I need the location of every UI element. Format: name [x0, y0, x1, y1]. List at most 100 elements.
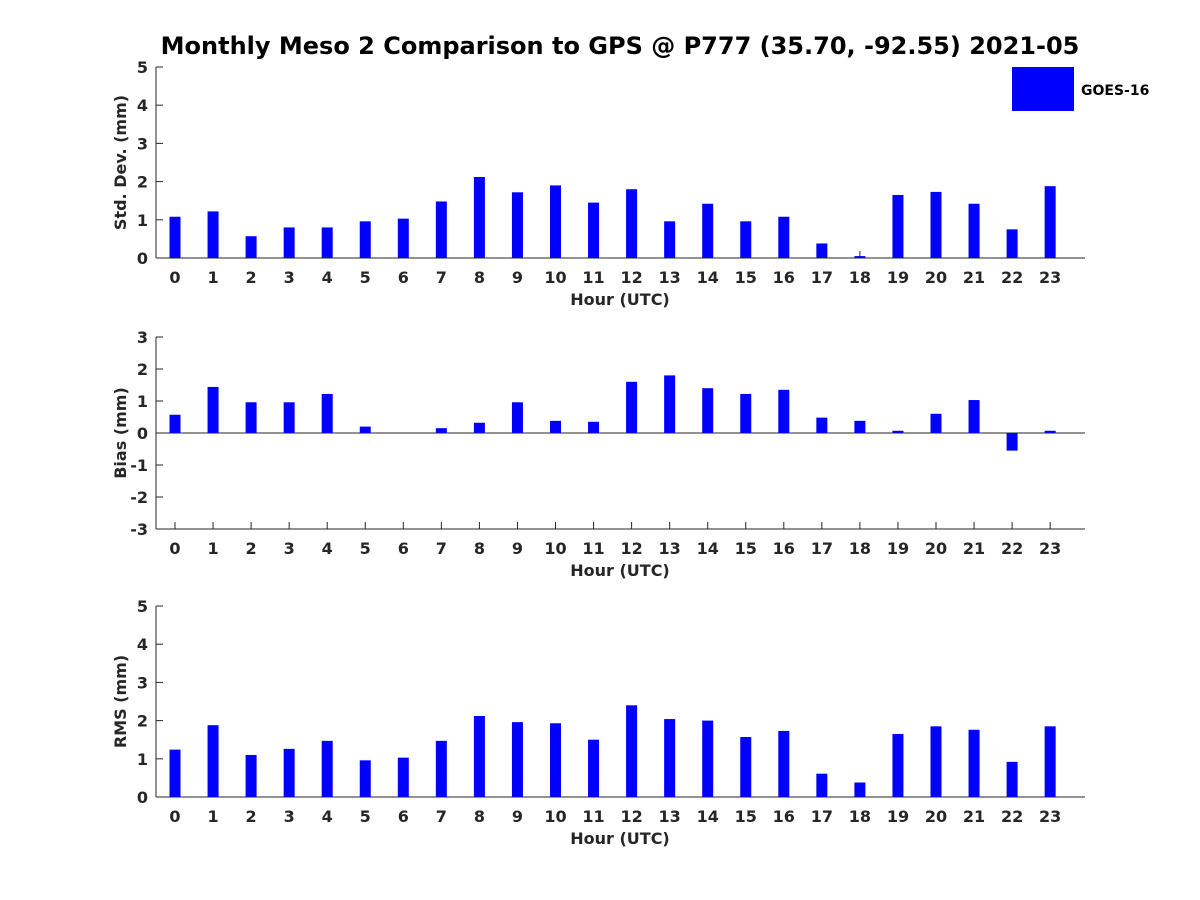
rms-x-tick-label: 9: [512, 807, 523, 826]
std-dev-x-tick-label: 19: [887, 268, 909, 287]
bias-bar-hour-20: [930, 413, 942, 433]
bias-x-tick-label: 19: [887, 539, 909, 558]
std-dev-x-tick-label: 10: [544, 268, 566, 287]
std-dev-bar-hour-6: [397, 218, 409, 258]
bias-bar-hour-12: [626, 381, 638, 433]
std-dev-x-tick-label: 23: [1039, 268, 1061, 287]
std-dev-x-tick-label: 7: [436, 268, 447, 287]
bias-x-tick-label: 2: [246, 539, 257, 558]
figure-title: Monthly Meso 2 Comparison to GPS @ P777 …: [161, 32, 1080, 60]
std-dev-bar-hour-5: [359, 221, 371, 258]
bias-bar-hour-8: [473, 422, 485, 433]
std-dev-x-tick-label: 17: [811, 268, 833, 287]
std-dev-bar-hour-7: [435, 201, 447, 258]
std-dev-y-tick-label: 4: [137, 96, 148, 115]
std-dev-x-tick-label: 5: [360, 268, 371, 287]
std-dev-bar-hour-15: [740, 221, 752, 258]
std-dev-y-axis-label: Std. Dev. (mm): [111, 95, 130, 230]
bias-x-tick-label: 9: [512, 539, 523, 558]
bias-x-tick-label: 18: [849, 539, 871, 558]
rms-x-tick-label: 22: [1001, 807, 1023, 826]
bias-x-tick-label: 0: [169, 539, 180, 558]
bias-y-tick-label: 0: [137, 424, 148, 443]
rms-x-tick-label: 17: [811, 807, 833, 826]
rms-bar-hour-4: [321, 740, 333, 797]
bias-x-tick-label: 8: [474, 539, 485, 558]
rms-bar-hour-11: [588, 739, 600, 797]
rms-x-tick-label: 18: [849, 807, 871, 826]
std-dev-bar-hour-14: [702, 203, 714, 258]
bias-x-tick-label: 22: [1001, 539, 1023, 558]
bias-x-tick-label: 3: [284, 539, 295, 558]
std-dev-bar-hour-23: [1044, 186, 1056, 258]
bias-x-tick-label: 7: [436, 539, 447, 558]
bias-bar-hour-22: [1006, 433, 1018, 451]
bias-bar-hour-19: [892, 430, 904, 433]
bias-y-tick-label: 2: [137, 360, 148, 379]
rms-x-tick-label: 5: [360, 807, 371, 826]
bias-x-tick-label: 12: [620, 539, 642, 558]
std-dev-y-tick-label: 0: [137, 249, 148, 268]
std-dev-y-tick-label: 3: [137, 134, 148, 153]
rms-bar-hour-9: [511, 722, 523, 797]
std-dev-x-tick-label: 9: [512, 268, 523, 287]
bias-y-tick-label: -3: [130, 520, 148, 539]
std-dev-bar-hour-19: [892, 194, 904, 258]
rms-x-tick-label: 12: [620, 807, 642, 826]
rms-y-tick-label: 1: [137, 750, 148, 769]
rms-x-tick-label: 2: [246, 807, 257, 826]
rms-y-tick-label: 0: [137, 788, 148, 807]
bias-bar-hour-1: [207, 386, 219, 433]
bias-x-tick-label: 1: [207, 539, 218, 558]
std-dev-x-tick-label: 22: [1001, 268, 1023, 287]
bias-y-tick-label: -2: [130, 488, 148, 507]
rms-bar-hour-22: [1006, 761, 1018, 797]
rms-x-tick-label: 10: [544, 807, 566, 826]
rms-bar-hour-10: [550, 723, 561, 797]
bias-x-tick-label: 6: [398, 539, 409, 558]
bias-bar-hour-7: [435, 428, 447, 433]
rms-y-axis-label: RMS (mm): [111, 655, 130, 748]
bias-bar-hour-5: [359, 426, 371, 433]
bias-y-tick-label: -1: [130, 456, 148, 475]
rms-x-tick-label: 8: [474, 807, 485, 826]
std-dev-bar-hour-3: [283, 227, 295, 258]
rms-x-tick-label: 19: [887, 807, 909, 826]
std-dev-x-tick-label: 1: [207, 268, 218, 287]
bias-x-tick-label: 11: [582, 539, 604, 558]
std-dev-x-tick-label: 6: [398, 268, 409, 287]
std-dev-x-tick-label: 18: [849, 268, 871, 287]
bias-bar-hour-18: [854, 420, 866, 433]
std-dev-x-tick-label: 2: [246, 268, 257, 287]
bias-bar-hour-17: [816, 417, 828, 433]
rms-bar-hour-16: [778, 730, 790, 797]
bias-x-tick-label: 13: [659, 539, 681, 558]
std-dev-x-tick-label: 4: [322, 268, 333, 287]
rms-x-tick-label: 15: [735, 807, 757, 826]
bias-x-tick-label: 14: [697, 539, 719, 558]
std-dev-bar-hour-1: [207, 211, 219, 258]
rms-x-tick-label: 11: [582, 807, 604, 826]
legend: GOES-16: [1012, 67, 1149, 111]
rms-x-tick-label: 3: [284, 807, 295, 826]
bias-x-tick-label: 23: [1039, 539, 1061, 558]
bias-x-tick-label: 17: [811, 539, 833, 558]
std-dev-x-tick-label: 21: [963, 268, 985, 287]
std-dev-x-tick-label: 14: [697, 268, 719, 287]
rms-x-tick-label: 21: [963, 807, 985, 826]
bias-bar-hour-4: [321, 393, 333, 433]
bias-x-tick-label: 21: [963, 539, 985, 558]
std-dev-bar-hour-8: [473, 177, 485, 258]
std-dev-x-tick-label: 8: [474, 268, 485, 287]
std-dev-bar-hour-11: [588, 202, 600, 258]
rms-x-tick-label: 16: [773, 807, 795, 826]
std-dev-bar-hour-20: [930, 191, 942, 258]
rms-bar-hour-0: [169, 749, 181, 797]
bias-x-axis-label: Hour (UTC): [570, 561, 670, 580]
bias-bar-hour-16: [778, 389, 790, 433]
rms-bar-hour-19: [892, 733, 904, 797]
rms-bar-hour-14: [702, 720, 714, 797]
